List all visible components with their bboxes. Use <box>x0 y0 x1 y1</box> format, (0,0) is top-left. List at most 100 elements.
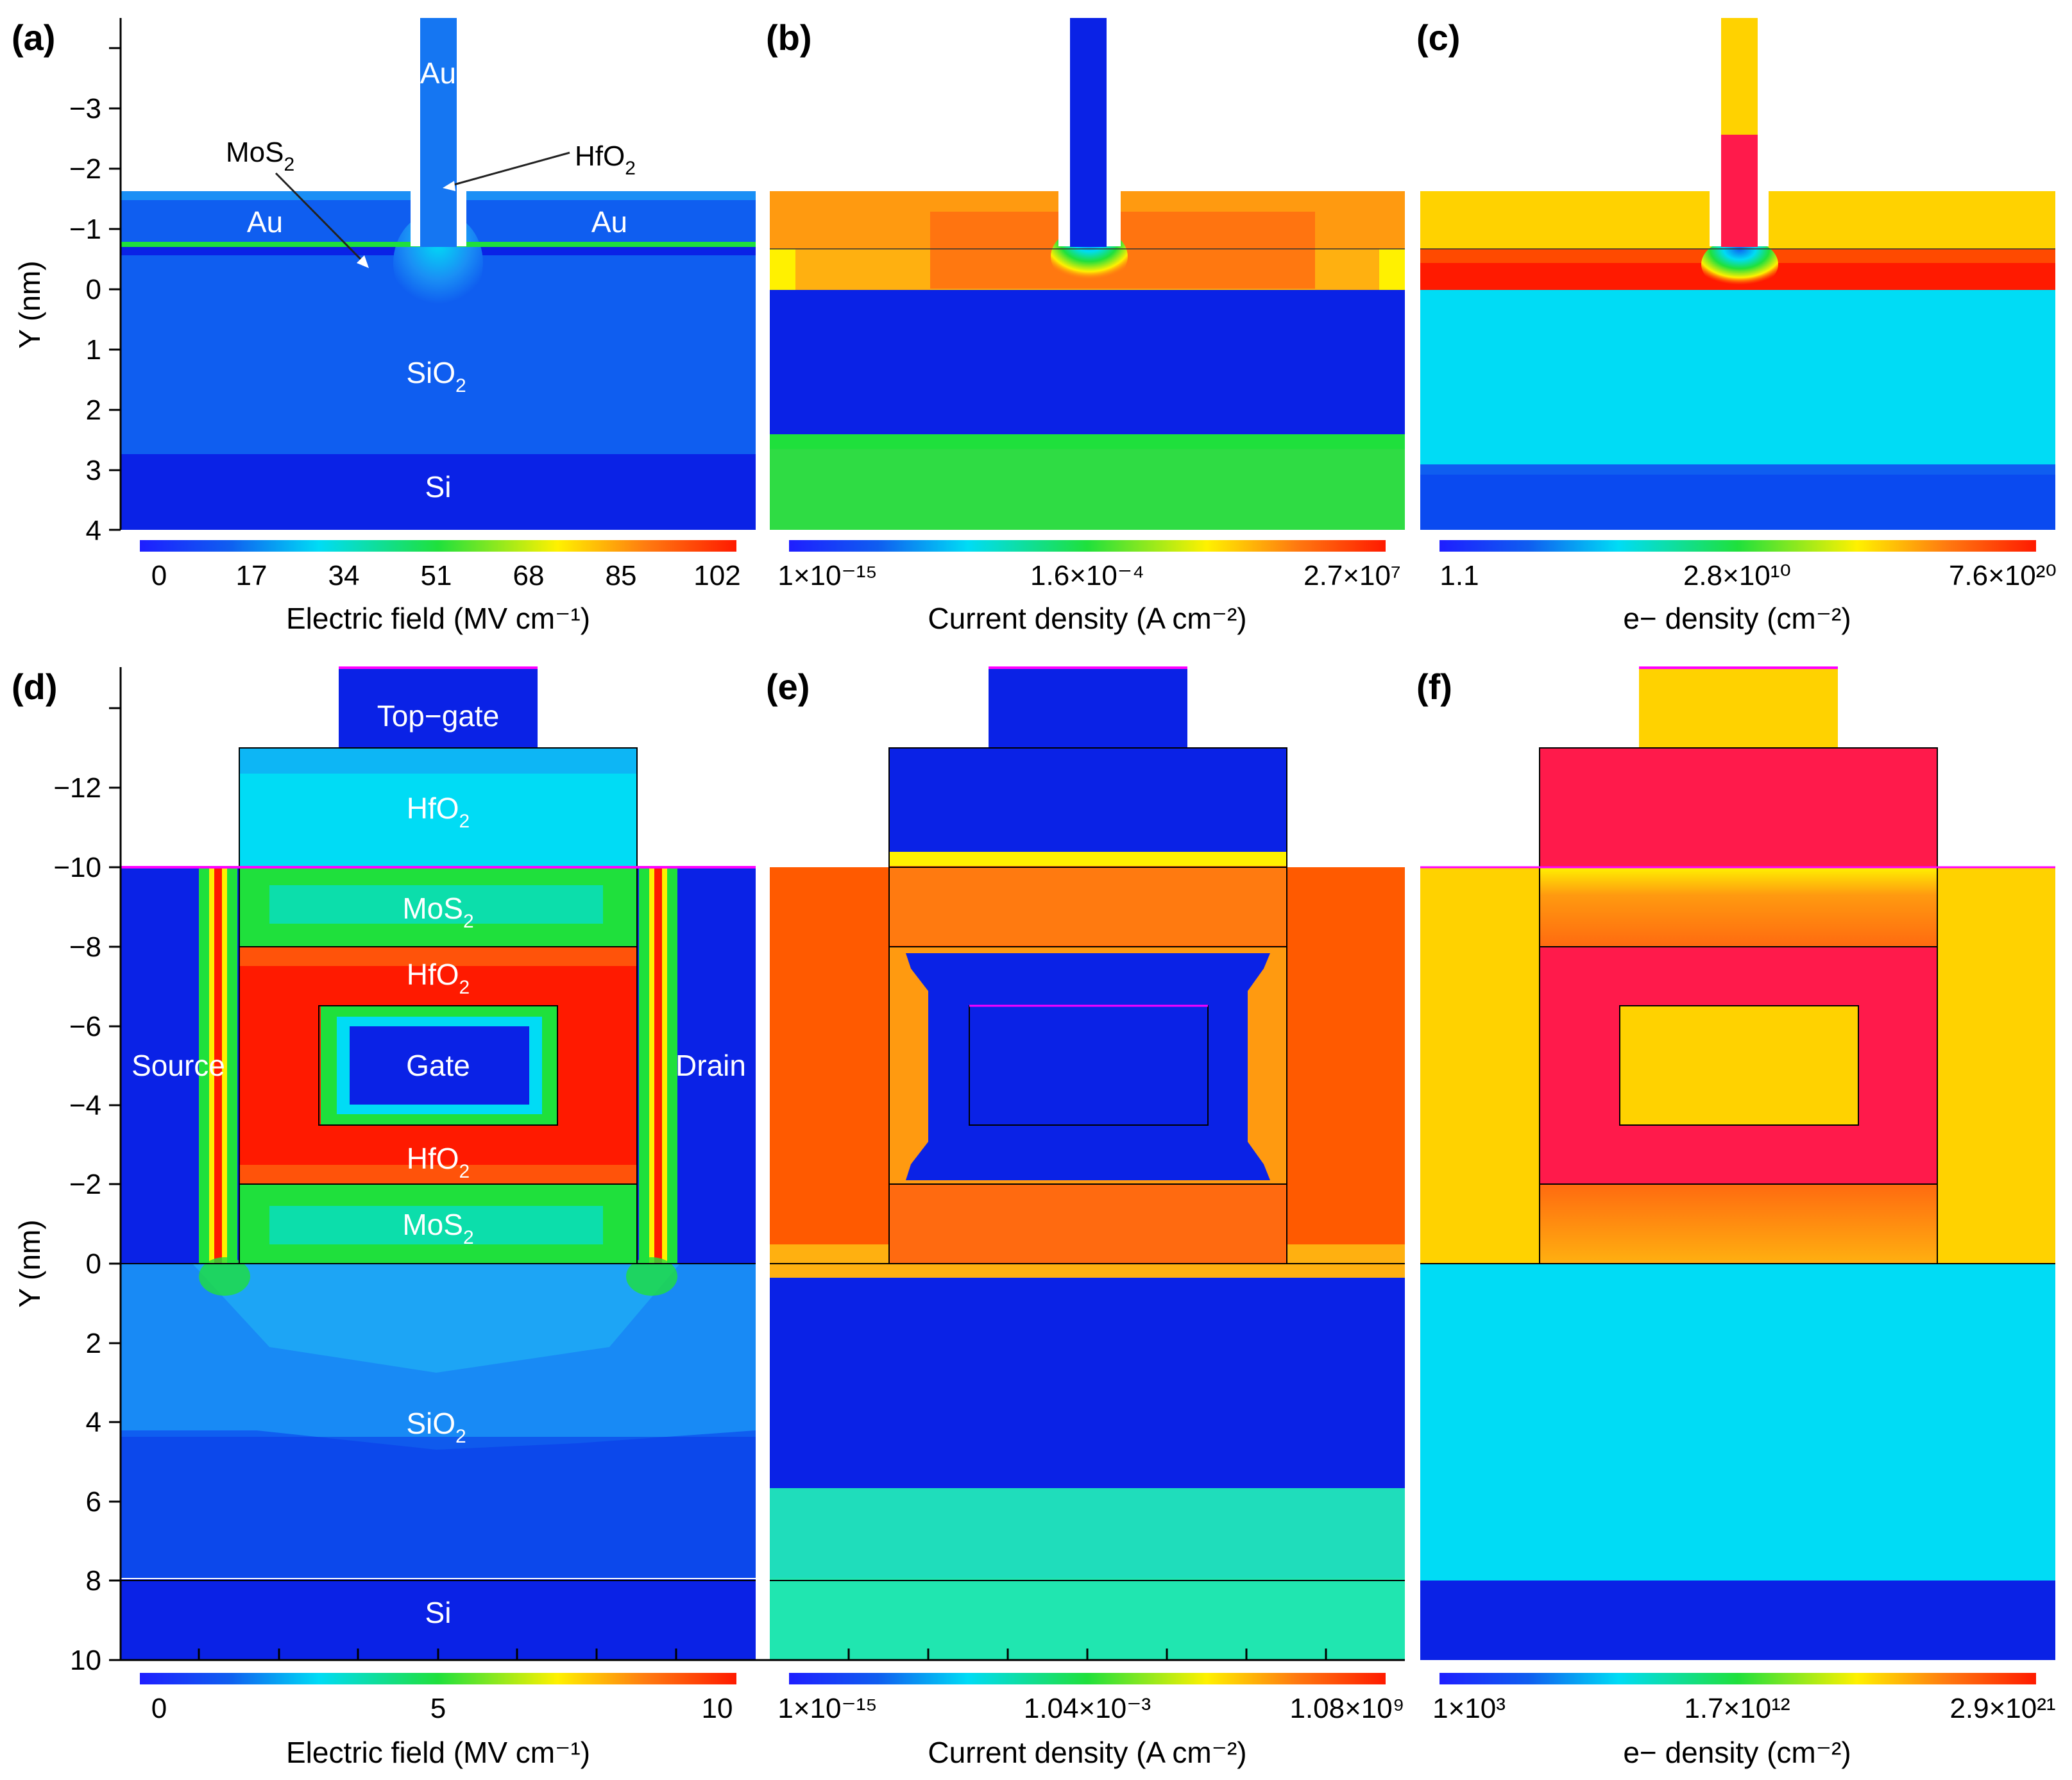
cb-tick: 0 <box>151 1693 167 1724</box>
cb-tick: 2.7×10⁷ <box>1303 560 1401 591</box>
y-axis-label: Y (nm) <box>13 260 46 348</box>
bottom-y-axis: −12 −10 −8 −6 −4 −2 0 2 4 6 8 10 Y (nm) <box>13 667 1405 1676</box>
d-label-hfo2-top: HfO2 <box>407 792 470 832</box>
cb-tick: 1×10⁻¹⁵ <box>777 1693 877 1724</box>
f-hfo2-top <box>1540 748 1937 867</box>
f-sio2-region <box>1420 1264 2055 1581</box>
a-label-si: Si <box>425 470 452 504</box>
colorbar-b: 1×10⁻¹⁵ 1.6×10⁻⁴ 2.7×10⁷ Current density… <box>777 540 1401 635</box>
y-tick: 10 <box>70 1645 101 1676</box>
d-label-mos2-low: MoS2 <box>402 1208 473 1248</box>
d-top-gate <box>339 667 538 748</box>
y-tick: 0 <box>86 274 101 305</box>
y-tick: −3 <box>69 93 101 124</box>
cb-title: Current density (A cm⁻²) <box>928 602 1246 635</box>
y-tick: −10 <box>53 852 101 883</box>
cb-title: Current density (A cm⁻²) <box>928 1736 1246 1769</box>
f-si-region <box>1420 1581 2055 1660</box>
panel-d <box>121 666 756 1660</box>
c-si-region <box>1420 464 2055 530</box>
panel-label-d: (d) <box>12 666 58 707</box>
d-label-mos2-top: MoS2 <box>402 892 473 932</box>
a-label-sio2: SiO2 <box>406 356 466 396</box>
cb-tick: 85 <box>606 560 637 591</box>
y-tick: 6 <box>86 1486 101 1518</box>
d-label-drain: Drain <box>675 1049 746 1082</box>
top-y-axis: −3 −2 −1 0 1 2 3 4 Y (nm) <box>13 18 122 547</box>
y-tick: 2 <box>86 1328 101 1359</box>
cb-tick: 34 <box>328 560 360 591</box>
y-tick: 0 <box>86 1248 101 1280</box>
colorbar-a: 0 17 34 51 68 85 102 Electric field (MV … <box>140 540 741 635</box>
cb-tick: 7.6×10²⁰ <box>1949 560 2057 591</box>
panel-label-c: (c) <box>1416 17 1460 58</box>
d-gate <box>350 1026 529 1105</box>
cb-tick: 1×10³ <box>1432 1693 1506 1724</box>
e-gate-region <box>906 953 1270 1180</box>
colorbar-f: 1×10³ 1.7×10¹² 2.9×10²¹ e− density (cm⁻²… <box>1432 1673 2056 1769</box>
panel-e <box>770 666 1405 1660</box>
panel-label-f: (f) <box>1416 666 1452 707</box>
c-density-hotspot <box>1701 239 1778 290</box>
cb-title: Electric field (MV cm⁻¹) <box>286 1736 590 1769</box>
a-label-mos2: MoS2 <box>226 137 294 175</box>
panel-label-a: (a) <box>12 17 55 58</box>
y-tick: −2 <box>69 1169 101 1200</box>
cb-tick: 1.6×10⁻⁴ <box>1030 560 1144 591</box>
y-tick: 4 <box>86 1407 101 1438</box>
d-label-hfo2-low: HfO2 <box>407 1142 470 1182</box>
f-mos2-low <box>1540 1184 1937 1264</box>
d-label-source: Source <box>132 1049 225 1082</box>
y-tick: 8 <box>86 1565 101 1597</box>
cb-tick: 102 <box>693 560 740 591</box>
c-sio2-region <box>1420 290 2055 464</box>
cb-tick: 17 <box>236 560 267 591</box>
cb-tick: 0 <box>151 560 167 591</box>
a-label-au-right: Au <box>591 205 627 239</box>
y-tick: −8 <box>69 931 101 963</box>
y-tick: 4 <box>86 515 101 547</box>
a-label-au-left: Au <box>247 205 283 239</box>
cb-tick: 5 <box>430 1693 446 1724</box>
d-label-gate: Gate <box>406 1049 470 1082</box>
cb-tick: 10 <box>702 1693 733 1724</box>
cb-tick: 51 <box>421 560 452 591</box>
y-tick: −4 <box>69 1090 101 1121</box>
y-tick: −2 <box>69 153 101 185</box>
colorbar-e: 1×10⁻¹⁵ 1.04×10⁻³ 1.08×10⁹ Current densi… <box>777 1673 1405 1769</box>
panel-label-e: (e) <box>766 666 810 707</box>
cb-tick: 1×10⁻¹⁵ <box>777 560 877 591</box>
panel-b <box>770 18 1405 530</box>
y-tick: −1 <box>69 214 101 245</box>
cb-tick: 2.9×10²¹ <box>1949 1693 2055 1724</box>
f-gate <box>1620 1006 1858 1125</box>
d-label-hfo2-mid: HfO2 <box>407 958 470 998</box>
cb-tick: 1.1 <box>1439 560 1479 591</box>
cb-tick: 1.08×10⁹ <box>1289 1693 1404 1724</box>
a-label-au-top: Au <box>420 56 456 90</box>
f-top-gate <box>1639 667 1838 748</box>
hfo2-pointer <box>448 151 570 187</box>
f-mos2-top <box>1540 867 1937 947</box>
d-si-region <box>121 1579 756 1660</box>
y-tick: 1 <box>86 334 101 366</box>
panel-f <box>1420 666 2055 1660</box>
y-tick: −12 <box>53 772 101 804</box>
e-hfo2-top <box>889 748 1287 852</box>
colorbar-c: 1.1 2.8×10¹⁰ 7.6×10²⁰ e− density (cm⁻²) <box>1439 540 2057 635</box>
cb-title: Electric field (MV cm⁻¹) <box>286 602 590 635</box>
e-sio2-region <box>770 1278 1405 1488</box>
c-electrode-lower <box>1721 135 1758 247</box>
cb-title: e− density (cm⁻²) <box>1623 1736 1851 1769</box>
d-label-top-gate: Top−gate <box>377 699 500 733</box>
a-label-hfo2: HfO2 <box>575 140 636 179</box>
c-electrode-upper <box>1721 18 1758 135</box>
cb-tick: 1.04×10⁻³ <box>1024 1693 1151 1724</box>
d-label-si: Si <box>425 1596 452 1629</box>
e-top-gate <box>989 667 1187 748</box>
cb-title: e− density (cm⁻²) <box>1623 602 1851 635</box>
cb-tick: 68 <box>513 560 545 591</box>
mos2-pointer <box>275 172 366 264</box>
colorbar-d: 0 5 10 Electric field (MV cm⁻¹) <box>140 1673 736 1769</box>
